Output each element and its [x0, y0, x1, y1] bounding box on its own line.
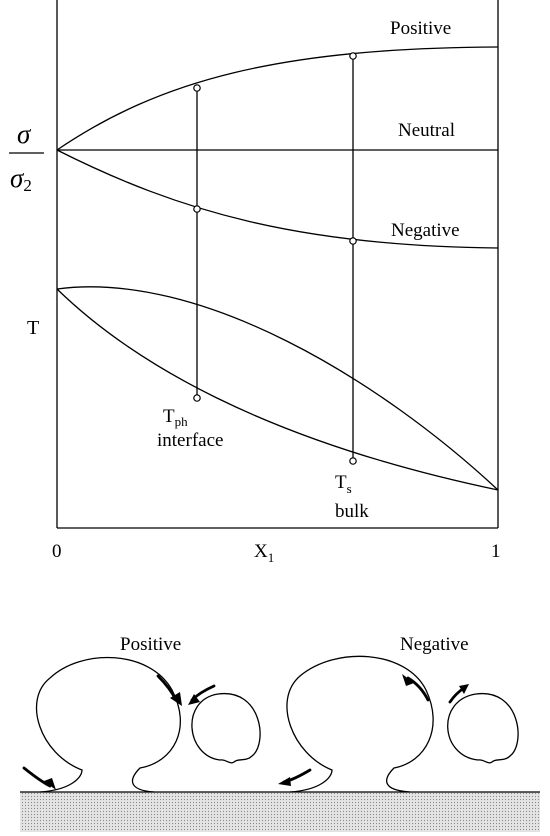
x-tick-1: 1 — [491, 541, 501, 562]
t-s-label: Ts — [335, 472, 352, 496]
marker-t-ph — [193, 394, 201, 402]
marker-negative-interface — [193, 205, 201, 213]
arrowhead-right-bottom — [278, 777, 291, 786]
sigma-numerator: σ — [17, 119, 32, 149]
label-neutral: Neutral — [398, 120, 455, 141]
arrowhead-right-small-bubble — [459, 684, 469, 694]
substrate — [20, 792, 540, 832]
sigma-denominator: σ2 — [10, 163, 32, 195]
positive-curve — [56, 46, 499, 151]
arrowhead-left-small-bubble — [188, 694, 200, 705]
arrow-right-bubble-top — [406, 676, 430, 702]
upper-temperature-curve — [56, 286, 499, 491]
temperature-axis-label: T — [27, 317, 39, 339]
marker-positive-interface — [193, 84, 201, 92]
marker-positive-bulk — [349, 52, 357, 60]
x-tick-0: 0 — [52, 541, 62, 562]
lower-temperature-curve — [56, 288, 499, 491]
illustration-title-negative: Negative — [400, 634, 469, 655]
left-attached-bubble — [35, 656, 181, 793]
negative-curve — [56, 149, 499, 249]
marker-t-s — [349, 457, 357, 465]
arrowhead-left-bottom — [44, 778, 56, 790]
arrow-left-bottom — [22, 766, 52, 788]
plot-frame — [56, 0, 499, 529]
x-axis-label: X1 — [254, 541, 274, 565]
interface-label: interface — [157, 430, 223, 451]
left-detached-bubble — [191, 693, 261, 764]
label-negative: Negative — [391, 220, 460, 241]
right-detached-bubble — [447, 693, 519, 764]
bulk-label: bulk — [335, 501, 369, 522]
marker-negative-bulk — [349, 237, 357, 245]
illustration-title-positive: Positive — [120, 634, 181, 655]
arrowhead-right-bubble-top — [402, 674, 414, 686]
label-positive: Positive — [390, 18, 451, 39]
arrowhead-left-bubble-top — [170, 692, 182, 706]
right-attached-bubble — [286, 655, 434, 793]
t-ph-label: Tph — [163, 406, 188, 429]
